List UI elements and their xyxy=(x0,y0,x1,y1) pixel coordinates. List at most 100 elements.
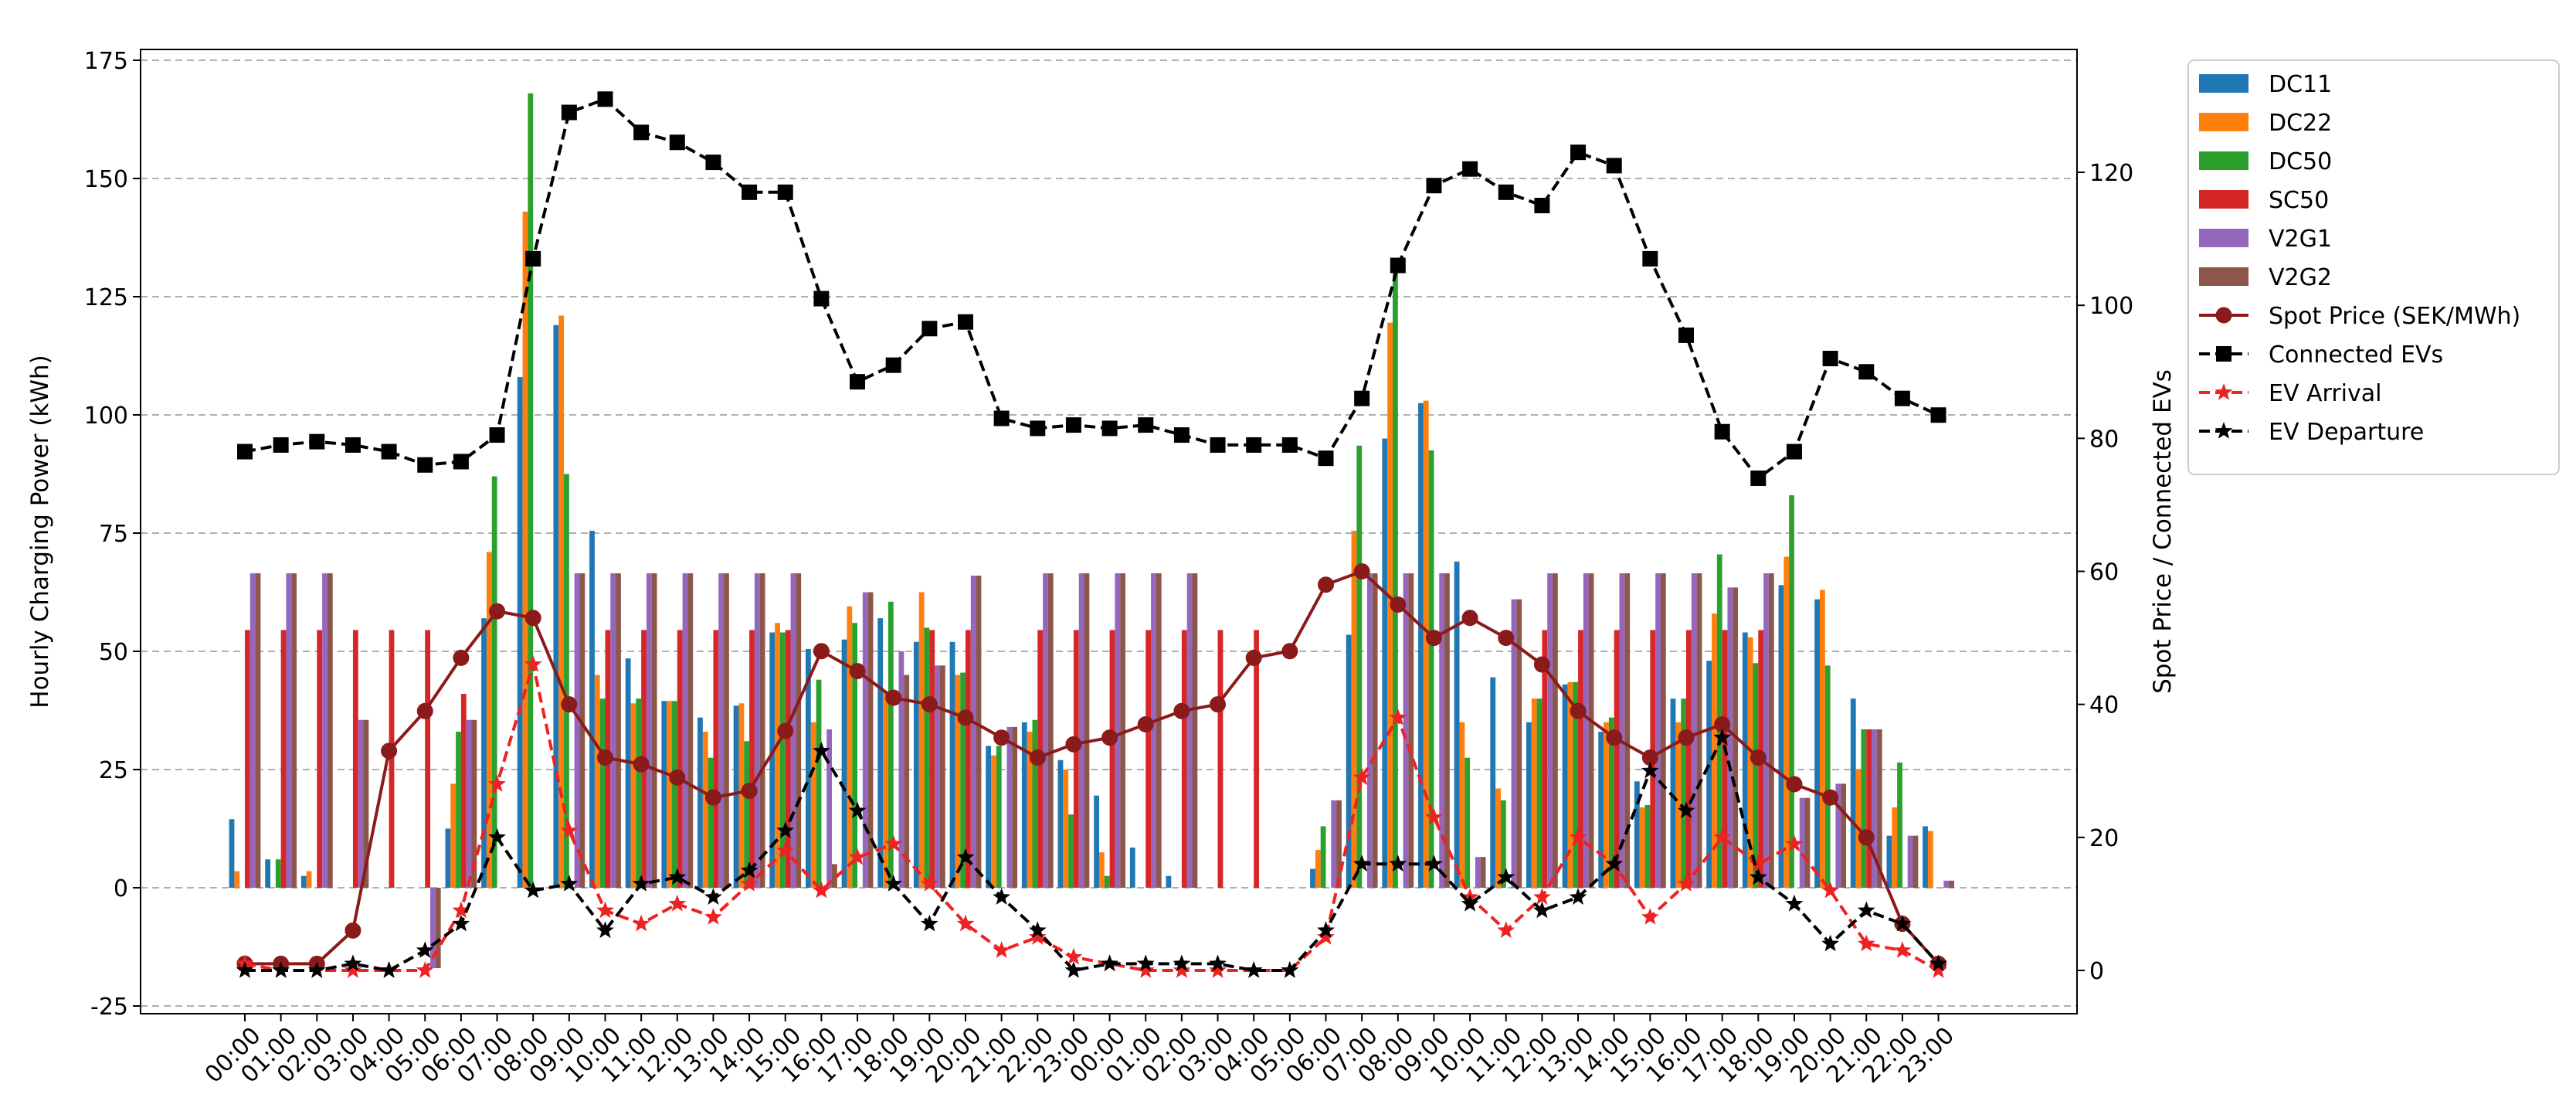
series-marker xyxy=(1461,610,1478,627)
bar-sc50 xyxy=(1866,729,1872,888)
bar-v2g2 xyxy=(471,719,477,888)
series-marker xyxy=(237,443,253,460)
bar-sc50 xyxy=(677,630,683,888)
bar-v2g1 xyxy=(1583,573,1589,888)
bar-dc50 xyxy=(491,476,497,888)
series-marker xyxy=(1389,855,1407,872)
bar-dc50 xyxy=(528,93,534,889)
series-marker xyxy=(993,410,1010,426)
series-marker xyxy=(524,610,541,627)
y-tick-label-right: 60 xyxy=(2089,559,2119,586)
series-marker xyxy=(1210,696,1227,713)
bar-v2g2 xyxy=(976,576,982,888)
series-marker xyxy=(993,941,1011,958)
series-marker xyxy=(344,437,361,453)
series-marker xyxy=(813,643,830,660)
bar-dc50 xyxy=(744,741,750,888)
bar-v2g2 xyxy=(435,888,441,969)
bar-v2g2 xyxy=(759,573,765,888)
series-marker xyxy=(632,914,650,932)
series-marker xyxy=(1929,961,1947,978)
legend-label: DC22 xyxy=(2269,110,2332,137)
legend-label: Spot Price (SEK/MWh) xyxy=(2269,303,2520,330)
series-marker xyxy=(668,868,687,885)
series-marker xyxy=(344,961,362,978)
series-marker xyxy=(1605,855,1624,872)
bar-v2g1 xyxy=(718,573,725,888)
bar-v2g1 xyxy=(646,573,652,888)
y-tick-label-left: 150 xyxy=(84,166,128,193)
series-marker xyxy=(1821,934,1839,952)
series-marker xyxy=(1209,954,1227,972)
legend-label: DC11 xyxy=(2269,71,2332,98)
series-marker xyxy=(705,155,721,171)
series-marker xyxy=(669,769,686,786)
bar-v2g1 xyxy=(1835,783,1841,888)
series-marker xyxy=(1678,327,1694,343)
series-marker xyxy=(309,433,325,450)
bar-v2g2 xyxy=(1444,573,1450,888)
bar-v2g2 xyxy=(1192,573,1198,888)
series-marker xyxy=(958,314,973,330)
series-marker xyxy=(884,875,903,892)
bar-v2g2 xyxy=(1372,573,1378,888)
series-marker xyxy=(1822,789,1839,806)
bar-v2g1 xyxy=(1619,573,1625,888)
legend: DC11 DC22 DC50 SC50 V2G1 V2G2 Spot Price (SEK/… xyxy=(2187,59,2560,475)
series-marker xyxy=(1497,921,1515,939)
series-marker xyxy=(1713,827,1732,845)
series-marker xyxy=(1318,450,1334,467)
bar-v2g1 xyxy=(682,573,688,888)
series-line xyxy=(244,97,1940,481)
series-marker xyxy=(1497,868,1515,885)
series-marker xyxy=(1390,257,1406,274)
bar-dc50 xyxy=(779,632,786,888)
bar-v2g2 xyxy=(651,573,657,888)
series-marker xyxy=(1173,954,1191,972)
bar-sc50 xyxy=(1686,630,1692,888)
bar-v2g1 xyxy=(1872,729,1877,888)
y-tick-label-right: 120 xyxy=(2089,160,2133,187)
series-marker xyxy=(1857,934,1875,952)
series-marker xyxy=(704,789,721,806)
series-marker xyxy=(596,921,614,939)
series-marker xyxy=(742,184,758,200)
y-tick-label-left: -25 xyxy=(90,994,128,1021)
bar-v2g2 xyxy=(1768,573,1774,888)
bar-v2g2 xyxy=(1841,783,1846,888)
series-marker xyxy=(1533,656,1550,673)
y-tick-label-left: 0 xyxy=(114,875,128,902)
series-marker xyxy=(597,91,613,107)
series-marker xyxy=(1426,178,1442,194)
bar-dc50 xyxy=(1104,875,1110,888)
legend-marker xyxy=(2216,346,2232,362)
bar-dc22 xyxy=(991,755,996,888)
bar-dc22 xyxy=(775,623,780,888)
series-marker xyxy=(1749,855,1767,872)
bar-dc11 xyxy=(1886,835,1892,888)
bar-v2g1 xyxy=(1511,599,1517,888)
bar-v2g2 xyxy=(291,573,297,888)
series-marker xyxy=(993,729,1010,746)
series-marker xyxy=(704,908,722,925)
bar-dc11 xyxy=(1021,722,1027,888)
bar-v2g1 xyxy=(358,719,364,888)
bar-dc22 xyxy=(234,871,240,888)
bar-dc11 xyxy=(1057,759,1064,888)
series-marker xyxy=(1209,961,1227,978)
series-marker xyxy=(381,443,397,460)
bar-v2g2 xyxy=(724,573,729,888)
bar-v2g1 xyxy=(1907,835,1913,888)
bar-dc50 xyxy=(1789,495,1794,888)
bar-sc50 xyxy=(245,630,250,888)
bar-v2g1 xyxy=(286,573,292,888)
bar-dc11 xyxy=(913,641,919,888)
legend-label: DC50 xyxy=(2269,148,2332,175)
bar-dc11 xyxy=(1778,585,1784,888)
series-marker xyxy=(307,961,326,978)
bar-dc11 xyxy=(625,658,631,888)
series-marker xyxy=(1533,888,1551,905)
bar-dc11 xyxy=(841,639,847,888)
series-marker xyxy=(956,914,975,932)
bar-dc22 xyxy=(630,703,636,888)
